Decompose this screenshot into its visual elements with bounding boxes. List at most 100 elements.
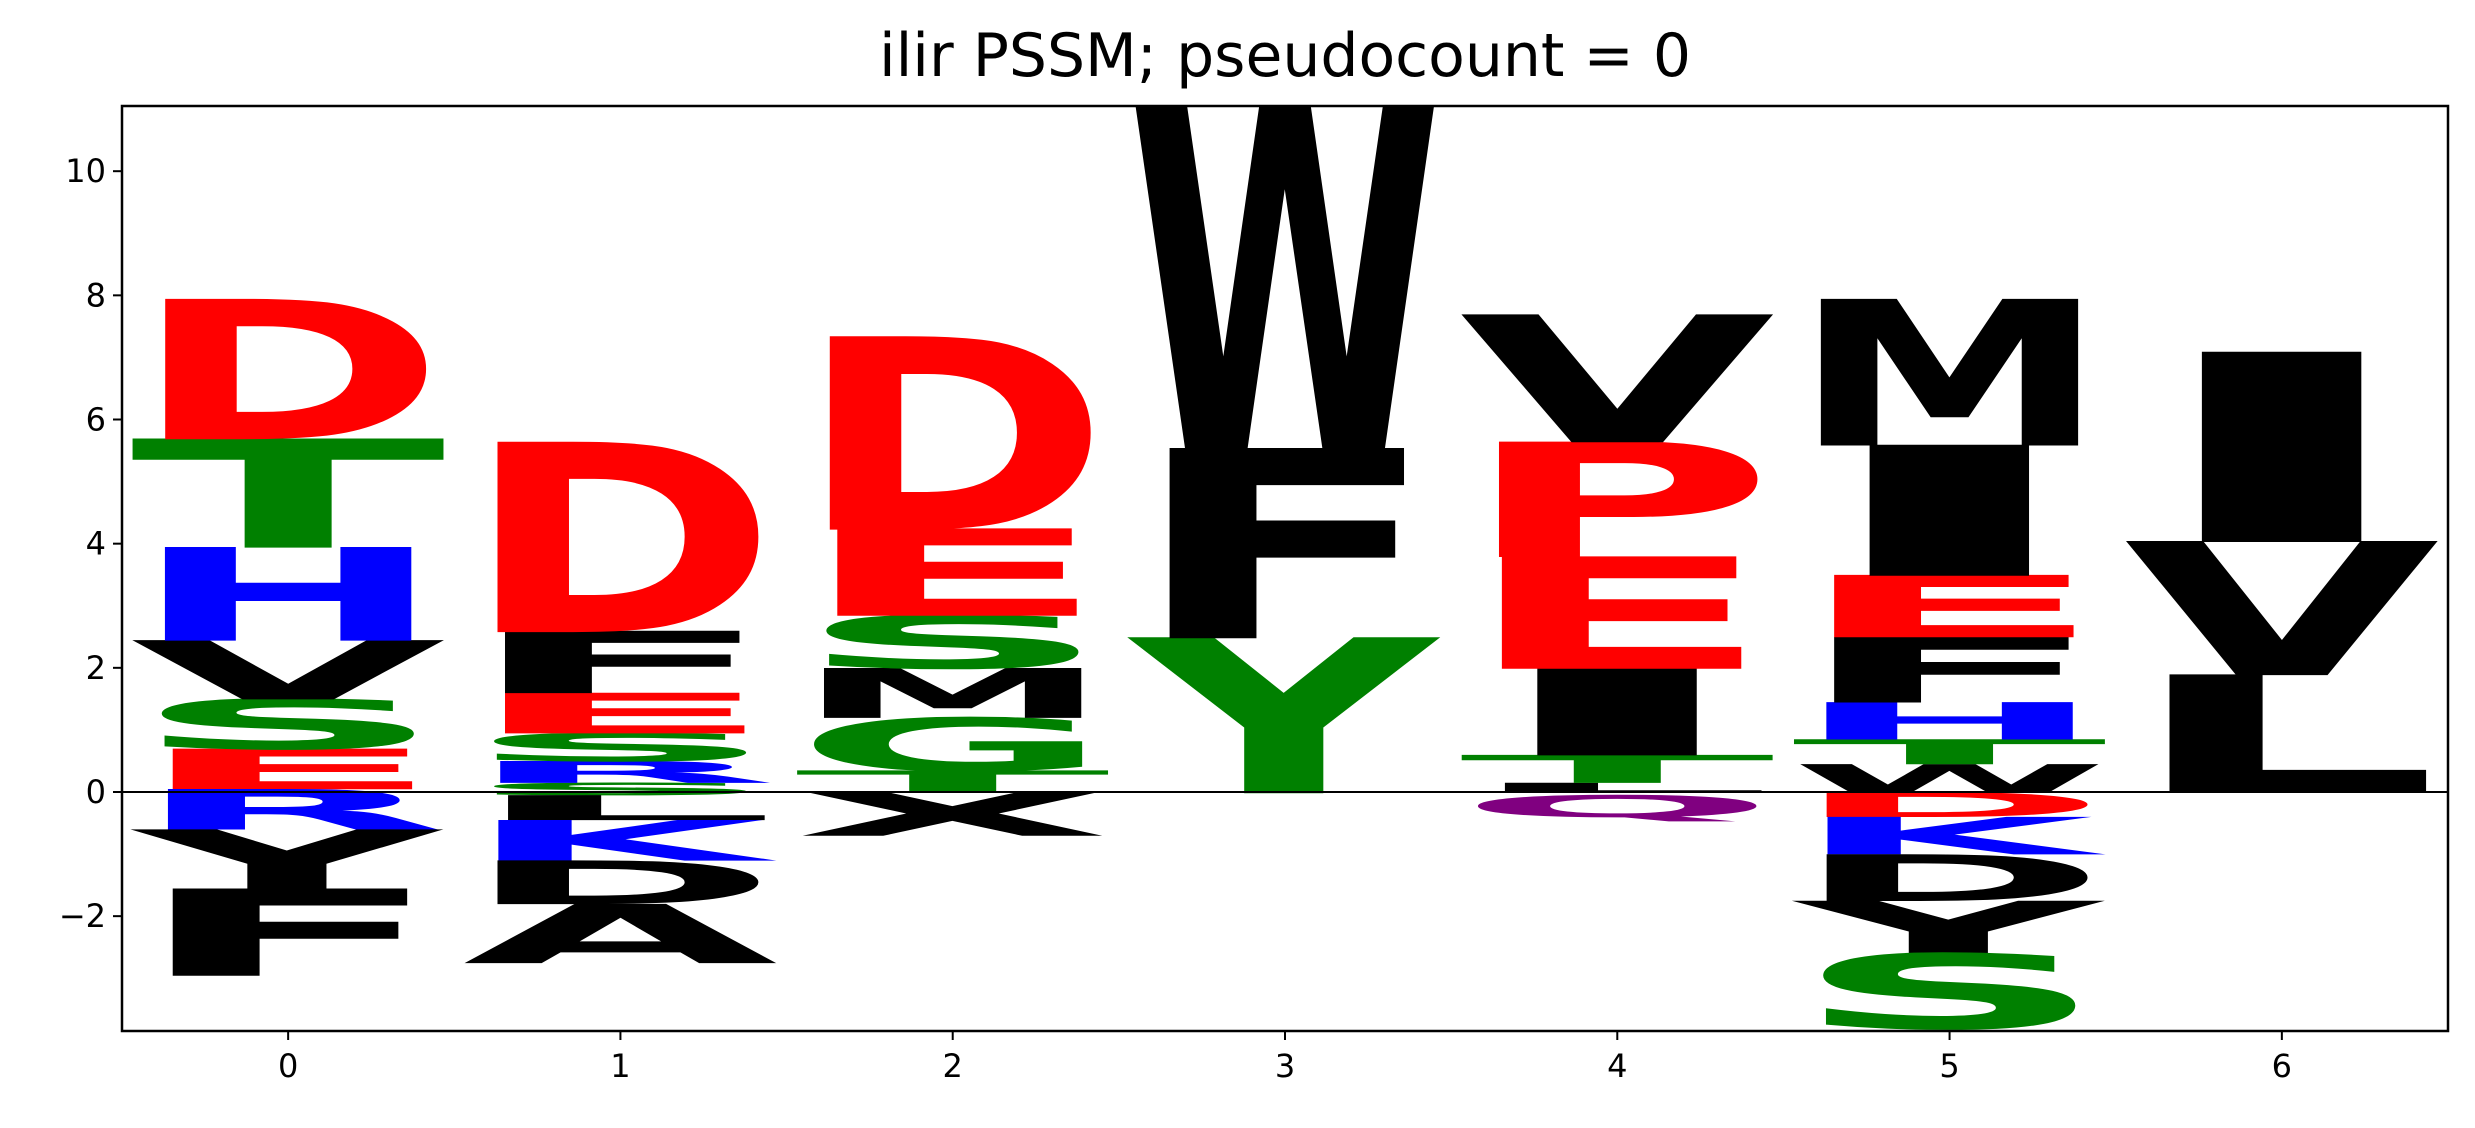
logo-letter-g: G (795, 703, 1111, 788)
logo-letter-glyph: F (463, 614, 779, 713)
x-tick-label: 2 (943, 1047, 963, 1085)
y-tick-label: 4 (86, 525, 106, 563)
logo-letter-y: Y (128, 814, 444, 908)
x-tick-label: 1 (610, 1047, 630, 1085)
logo-letter-s: S (130, 685, 446, 765)
logo-letter-glyph: Y (128, 814, 444, 908)
logo-letter-i: I (1459, 644, 1775, 783)
logo-letter-glyph: T (1459, 747, 1777, 792)
logo-letter-m: M (795, 655, 1111, 735)
logo-letter-y: Y (1125, 595, 1441, 844)
logo-letter-glyph: D (1792, 842, 2108, 917)
logo-letter-glyph: E (463, 682, 779, 747)
logo-letter-glyph: V (2124, 504, 2443, 719)
logo-letter-f: F (130, 865, 446, 1004)
x-axis: 0 1 2 3 4 5 6 (278, 1031, 2292, 1085)
logo-letter-k: K (1792, 807, 2109, 867)
logo-letter-e: E (795, 505, 1111, 644)
logo-letter-p: P (1459, 410, 1775, 594)
logo-letter-glyph: K (1792, 807, 2109, 867)
logo-letter-r: R (130, 778, 446, 843)
logo-letter-k: K (463, 809, 780, 874)
logo-letter-glyph: L (463, 788, 779, 828)
chart-title: ilir PSSM; pseudocount = 0 (879, 21, 1691, 91)
logo-letter-d: D (795, 284, 1111, 592)
logo-letter-f: F (463, 614, 779, 713)
logo-letter-l: L (463, 788, 779, 828)
logo-letter-glyph: F (1127, 396, 1443, 700)
logo-letter-y: Y (1789, 887, 2105, 972)
logo-letter-glyph: S (463, 779, 779, 799)
logo-letter-glyph: V (130, 624, 449, 719)
logo-letter-glyph: K (463, 809, 780, 874)
logo-letter-glyph: R (463, 755, 779, 790)
logo-letter-v: V (2124, 504, 2443, 719)
logo-letter-glyph: E (795, 505, 1111, 644)
logo-letter-glyph: S (130, 685, 446, 765)
logo-letter-e: E (1792, 558, 2108, 657)
logo-letter-q: Q (1459, 789, 1775, 824)
logo-letter-glyph: E (1792, 558, 2108, 657)
logo-letter-t: T (1792, 733, 2110, 773)
logo-letter-s: S (463, 726, 779, 771)
logo-letter-glyph: R (130, 778, 446, 843)
logo-letter-l: L (2124, 642, 2440, 831)
logo-letter-glyph: Y (1789, 887, 2105, 972)
logo-letter-v: V (1459, 280, 1778, 484)
logo-letter-glyph: S (1792, 934, 2108, 1053)
logo-letter-glyph: P (1459, 410, 1775, 594)
logo-letter-d: D (463, 849, 779, 919)
logo-letter-glyph: H (130, 522, 446, 671)
logo-letter-glyph: L (2124, 642, 2440, 831)
logo-letter-v: V (130, 624, 449, 719)
logo-letter-glyph: D (130, 261, 446, 485)
x-tick-label: 6 (2272, 1047, 2292, 1085)
logo-letter-glyph: F (1792, 619, 2108, 724)
logo-letter-glyph: A (463, 888, 782, 983)
logo-letter-glyph: G (795, 703, 1111, 788)
logo-letter-glyph: W (1127, 13, 1443, 562)
logo-letter-glyph: I (1459, 644, 1775, 783)
logo-letter-glyph: D (795, 284, 1111, 592)
y-tick-label: 8 (86, 276, 106, 314)
logo-letter-f: F (1792, 619, 2108, 724)
logo-letter-glyph: Q (1459, 789, 1775, 824)
logo-letter-h: H (1792, 692, 2108, 752)
logo-letter-glyph: M (1792, 258, 2108, 493)
logo-letter-e: E (1459, 526, 1775, 705)
logo-letter-glyph: E (1459, 526, 1775, 705)
logo-letter-glyph: S (795, 601, 1111, 686)
logo-letter-glyph: D (463, 849, 779, 919)
logo-letter-glyph: I (1792, 409, 2108, 618)
logo-letter-glyph: M (795, 655, 1111, 735)
logo-letter-h: H (130, 522, 446, 671)
logo-letter-glyph: T (1792, 733, 2110, 773)
logo-letter-glyph: H (1792, 692, 2108, 752)
y-axis: −2 0 2 4 6 8 10 (59, 152, 122, 935)
logo-letter-a: A (463, 888, 782, 983)
logo-letter-i: I (2124, 300, 2440, 604)
logo-letter-f: F (1127, 396, 1443, 700)
logo-letter-e: E (463, 682, 779, 747)
y-tick-label: 0 (86, 773, 106, 811)
logo-letter-t: T (795, 764, 1113, 799)
logo-letter-w: W (1127, 13, 1443, 562)
logo-letter-d: D (130, 261, 446, 485)
logo-letter-glyph: X (795, 780, 1111, 850)
logo-letter-glyph: V (1459, 280, 1778, 484)
logo-letter-d: D (1792, 842, 2108, 917)
logo-letter-glyph: S (463, 726, 779, 771)
x-tick-label: 0 (278, 1047, 298, 1085)
logo-letter-t: T (130, 409, 448, 583)
logo-letter-glyph: Y (1125, 595, 1441, 844)
logo-letter-w: W (1792, 757, 2108, 802)
y-tick-label: 10 (65, 152, 106, 190)
logo-letter-d: D (463, 390, 779, 694)
y-tick-label: −2 (59, 897, 106, 935)
logo-letter-glyph: I (2124, 300, 2440, 604)
logo-letter-glyph: F (130, 865, 446, 1004)
y-tick-label: 2 (86, 649, 106, 687)
logo-letter-x: X (795, 780, 1111, 850)
